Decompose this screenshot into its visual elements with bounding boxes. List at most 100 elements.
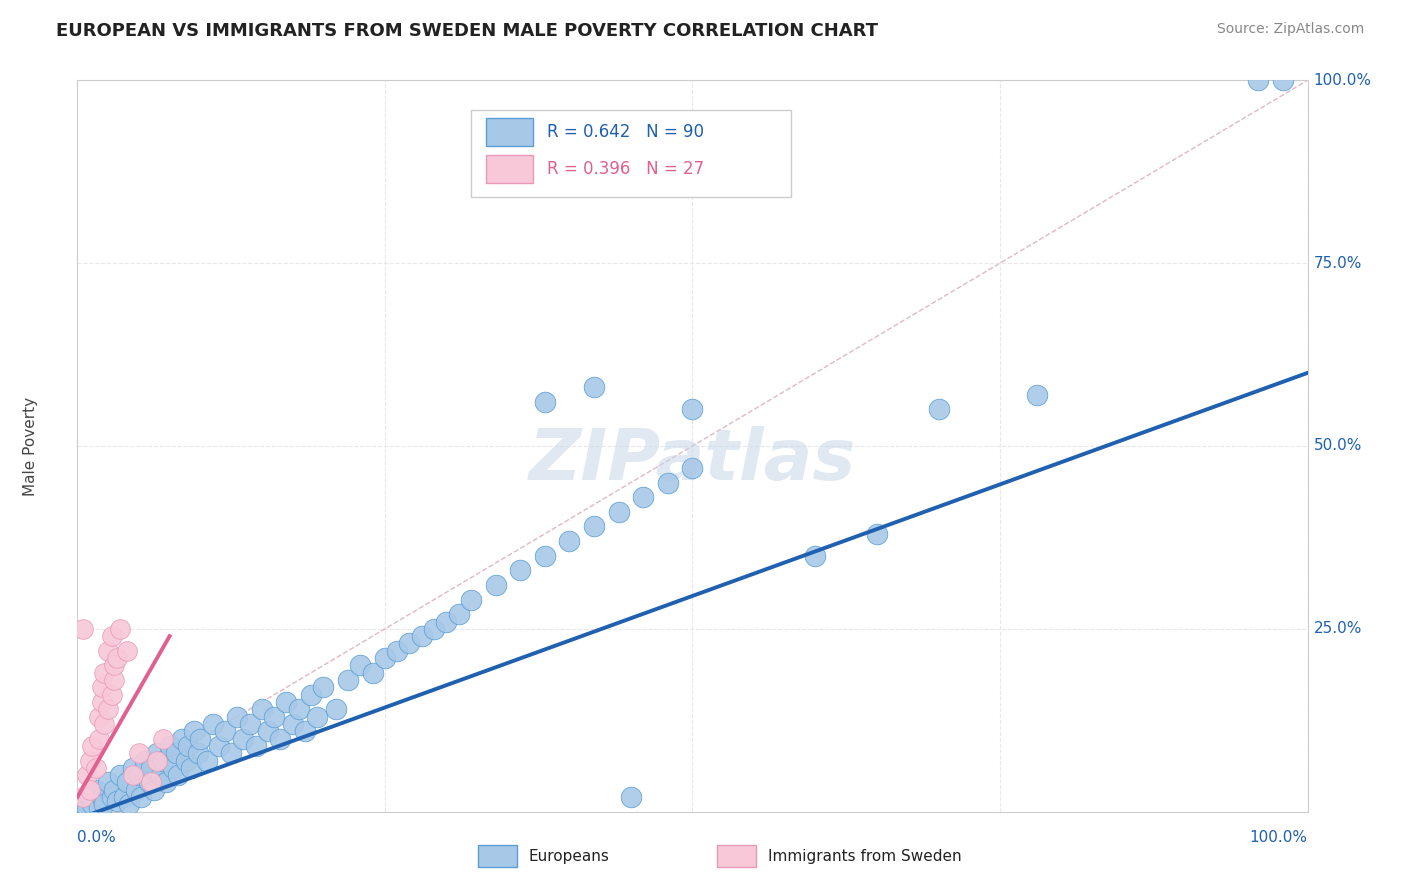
Point bbox=[97, 644, 120, 658]
Point bbox=[214, 724, 236, 739]
Point bbox=[436, 615, 458, 629]
Point bbox=[90, 695, 114, 709]
FancyBboxPatch shape bbox=[486, 155, 533, 183]
Bar bbox=[717, 846, 756, 867]
Point bbox=[101, 688, 124, 702]
Point bbox=[174, 754, 197, 768]
Point bbox=[103, 658, 125, 673]
Point bbox=[312, 681, 335, 695]
Point bbox=[276, 695, 298, 709]
Text: Source: ZipAtlas.com: Source: ZipAtlas.com bbox=[1216, 22, 1364, 37]
Point bbox=[89, 731, 111, 746]
Point bbox=[72, 790, 94, 805]
Point bbox=[219, 746, 242, 760]
Text: Immigrants from Sweden: Immigrants from Sweden bbox=[768, 849, 962, 863]
Point bbox=[79, 790, 101, 805]
Point bbox=[187, 746, 209, 760]
Point bbox=[294, 724, 316, 739]
Point bbox=[1272, 73, 1295, 87]
Bar bbox=[478, 846, 517, 867]
Point bbox=[141, 761, 163, 775]
Point bbox=[129, 790, 153, 805]
Point bbox=[307, 709, 329, 723]
Point bbox=[118, 797, 141, 812]
Point bbox=[509, 563, 531, 577]
Point bbox=[385, 644, 409, 658]
Text: R = 0.642   N = 90: R = 0.642 N = 90 bbox=[547, 123, 704, 141]
Point bbox=[349, 658, 371, 673]
Point bbox=[84, 782, 107, 797]
Point bbox=[288, 702, 311, 716]
Point bbox=[485, 578, 508, 592]
Text: 0.0%: 0.0% bbox=[77, 830, 117, 845]
Point bbox=[103, 782, 125, 797]
Point bbox=[76, 768, 98, 782]
Point bbox=[657, 475, 679, 490]
Point bbox=[79, 782, 101, 797]
Point bbox=[633, 490, 655, 504]
Point bbox=[460, 592, 482, 607]
Point bbox=[76, 801, 98, 815]
Point bbox=[121, 768, 143, 782]
Point bbox=[97, 702, 120, 716]
Point bbox=[93, 665, 115, 680]
Point bbox=[159, 739, 181, 753]
Point bbox=[138, 775, 160, 789]
Point bbox=[299, 688, 322, 702]
Point bbox=[167, 768, 190, 782]
Point bbox=[101, 629, 124, 643]
Point bbox=[97, 775, 120, 789]
Point bbox=[115, 644, 138, 658]
Point bbox=[583, 380, 606, 394]
Point bbox=[620, 790, 643, 805]
Point bbox=[250, 702, 273, 716]
Text: 50.0%: 50.0% bbox=[1313, 439, 1362, 453]
Point bbox=[447, 607, 470, 622]
Text: EUROPEAN VS IMMIGRANTS FROM SWEDEN MALE POVERTY CORRELATION CHART: EUROPEAN VS IMMIGRANTS FROM SWEDEN MALE … bbox=[56, 22, 879, 40]
Point bbox=[180, 761, 202, 775]
Point bbox=[141, 775, 163, 789]
Point bbox=[558, 534, 581, 549]
Point bbox=[325, 702, 347, 716]
Point bbox=[79, 754, 101, 768]
Text: Male Poverty: Male Poverty bbox=[22, 396, 38, 496]
Point bbox=[245, 739, 267, 753]
Point bbox=[134, 754, 156, 768]
Point bbox=[146, 746, 169, 760]
Point bbox=[411, 629, 433, 643]
Point bbox=[188, 731, 212, 746]
Point bbox=[105, 651, 128, 665]
Point bbox=[110, 768, 132, 782]
Point bbox=[90, 790, 114, 805]
Point bbox=[90, 681, 114, 695]
Point bbox=[115, 775, 138, 789]
Point bbox=[177, 739, 200, 753]
Point bbox=[170, 731, 193, 746]
Point bbox=[374, 651, 396, 665]
Point bbox=[361, 665, 384, 680]
Point bbox=[142, 782, 165, 797]
Point bbox=[682, 402, 704, 417]
Point bbox=[281, 717, 304, 731]
Point bbox=[82, 797, 104, 812]
Point bbox=[269, 731, 291, 746]
Point bbox=[423, 622, 446, 636]
Point bbox=[89, 801, 111, 815]
Point bbox=[337, 673, 360, 687]
Point bbox=[201, 717, 224, 731]
Point bbox=[866, 526, 889, 541]
Point bbox=[110, 622, 132, 636]
Text: 75.0%: 75.0% bbox=[1313, 256, 1362, 270]
Point bbox=[152, 754, 174, 768]
Text: R = 0.396   N = 27: R = 0.396 N = 27 bbox=[547, 160, 704, 178]
Point bbox=[121, 761, 143, 775]
Point bbox=[112, 790, 135, 805]
Point bbox=[263, 709, 285, 723]
Point bbox=[607, 505, 630, 519]
Point bbox=[257, 724, 280, 739]
Point bbox=[232, 731, 254, 746]
Point bbox=[165, 746, 187, 760]
Text: 25.0%: 25.0% bbox=[1313, 622, 1362, 636]
FancyBboxPatch shape bbox=[471, 110, 792, 197]
Point bbox=[534, 549, 557, 563]
